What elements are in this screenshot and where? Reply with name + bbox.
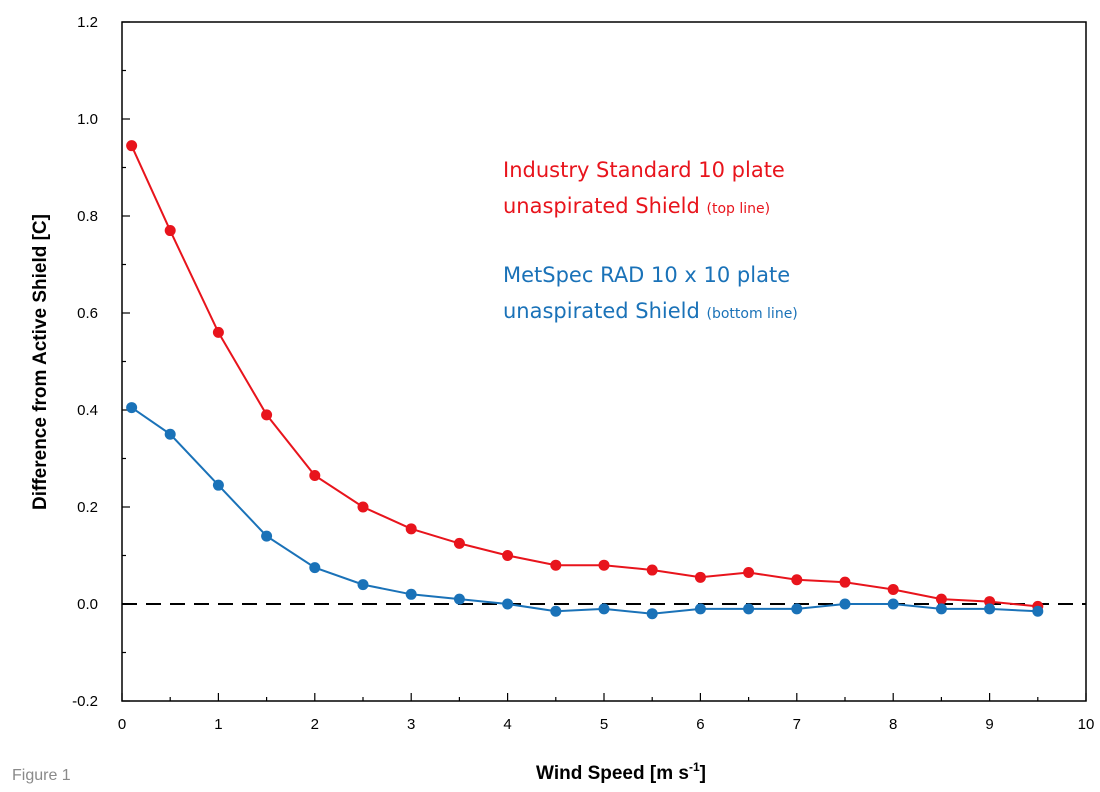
series-0-point [164, 225, 176, 237]
x-tick-label: 8 [889, 716, 897, 733]
x-tick-label: 6 [696, 716, 704, 733]
series-1-point [598, 603, 610, 615]
ticks-layer: 0 1 2 3 4 5 6 7 8 9 10 -0.2 0.0 0.2 0.4 0.6 0.8 1.0 1.2 [72, 14, 1094, 733]
series-1-point [791, 603, 803, 615]
series-0-point [405, 523, 417, 535]
x-tick-label: 9 [985, 716, 993, 733]
annotation-note: (top line) [707, 201, 771, 217]
series-0-point [598, 559, 610, 571]
series-0-point [502, 550, 514, 561]
series-0-point [887, 583, 899, 595]
y-tick-label: 0.8 [77, 208, 98, 225]
series-1-point [839, 598, 851, 610]
series-0-point [261, 409, 273, 421]
y-tick-label: 1.0 [77, 111, 98, 128]
series-1-point [887, 598, 899, 610]
x-axis-title-main: Wind Speed [m s [536, 763, 689, 784]
series-1-point [646, 608, 658, 620]
annotation-text: unaspirated Shield [503, 299, 707, 323]
x-tick-label: 2 [311, 716, 319, 733]
series-1-point [261, 530, 273, 542]
series-0-point [212, 326, 224, 338]
series-1-point [743, 603, 755, 615]
annotation-note: (bottom line) [707, 306, 798, 322]
x-tick-label: 4 [503, 716, 511, 733]
series-1-point [935, 603, 947, 615]
figure-caption: Figure 1 [12, 767, 71, 784]
series-0-point [126, 140, 138, 152]
y-tick-label: 0.6 [77, 305, 98, 322]
x-tick-label: 10 [1078, 716, 1095, 733]
annotation-1-line-1: unaspirated Shield (bottom line) [503, 299, 798, 323]
series-0-point [550, 559, 562, 571]
series-0-point [743, 566, 755, 578]
series-1-point [309, 562, 321, 574]
annotations-layer: Industry Standard 10 plate unaspirated Sh… [503, 158, 798, 323]
series-1-point [550, 605, 562, 617]
series-1-point [405, 588, 417, 600]
annotation-text: Industry Standard 10 plate [503, 158, 785, 182]
series-0-line [130, 145, 1038, 608]
series-0-point [357, 501, 369, 513]
x-tick-label: 5 [600, 716, 608, 733]
y-tick-label: 1.2 [77, 14, 98, 31]
series-0-point [694, 571, 706, 583]
y-tick-label: 0.0 [77, 596, 98, 613]
x-axis-title-end: ] [700, 763, 706, 784]
annotation-1-line-0: MetSpec RAD 10 x 10 plate [503, 263, 790, 287]
series-1-point [126, 402, 138, 414]
annotation-0-line-1: unaspirated Shield (top line) [503, 194, 770, 218]
annotation-0-line-0: Industry Standard 10 plate [503, 158, 785, 182]
x-axis-title: Wind Speed [m s-1] [536, 760, 706, 784]
series-0-point [646, 564, 658, 576]
annotation-text: MetSpec RAD 10 x 10 plate [503, 263, 790, 287]
series-1-point [694, 603, 706, 615]
series-0-point [309, 469, 321, 481]
series-1-point [502, 598, 514, 610]
x-axis-title-sup: -1 [689, 760, 700, 774]
x-tick-label: 7 [793, 716, 801, 733]
y-tick-label: 0.4 [77, 402, 98, 419]
series-0-point [935, 593, 947, 605]
series-0-point [453, 537, 465, 549]
y-tick-label: 0.2 [77, 499, 98, 516]
series-1-point [357, 579, 369, 591]
series-1-point [164, 428, 176, 440]
series-1-point [984, 603, 996, 615]
x-tick-label: 3 [407, 716, 415, 733]
annotation-text: unaspirated Shield [503, 194, 707, 218]
series-0-point [791, 574, 803, 586]
series-1-line [131, 406, 1038, 615]
series-1-point [1032, 605, 1044, 617]
series-layer [126, 140, 1044, 620]
series-1-point [453, 593, 465, 605]
y-axis-title: Difference from Active Shield [C] [30, 214, 51, 510]
x-tick-label: 0 [118, 716, 126, 733]
y-tick-label: -0.2 [72, 693, 98, 710]
x-tick-label: 1 [214, 716, 222, 733]
series-1-point [212, 479, 224, 491]
series-0-point [839, 576, 851, 588]
